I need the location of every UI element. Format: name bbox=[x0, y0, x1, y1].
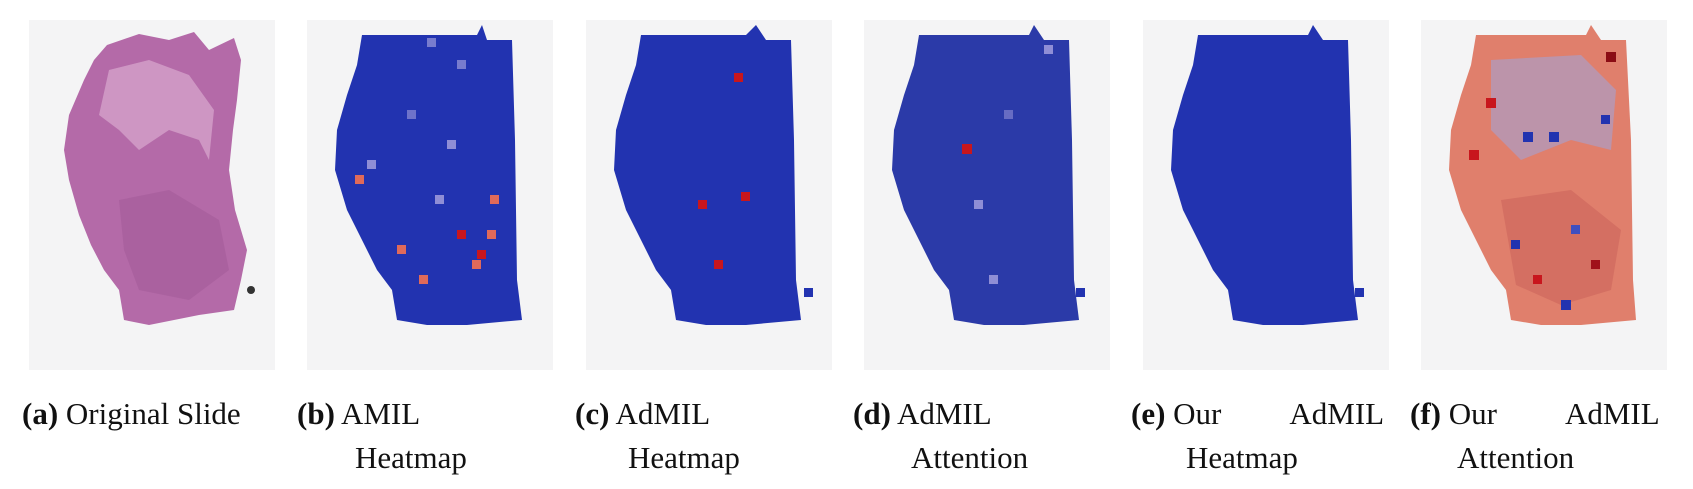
caption-text: Heatmap bbox=[628, 440, 740, 475]
caption-text: Original Slide bbox=[65, 396, 241, 431]
caption-tag: (a) bbox=[22, 396, 59, 431]
caption-text: Heatmap bbox=[1186, 440, 1298, 475]
panel-our-admil-attention bbox=[1421, 20, 1667, 370]
caption-tag: (f) bbox=[1410, 396, 1441, 431]
panel-amil-heatmap bbox=[307, 20, 553, 370]
caption-d: (d) AdMIL Attention bbox=[853, 392, 1028, 480]
caption-text: AdMIL bbox=[615, 396, 711, 431]
panel-admil-attention bbox=[864, 20, 1110, 370]
caption-e: (e) Our AdMIL Heatmap bbox=[1131, 392, 1384, 480]
caption-text: Attention bbox=[1457, 440, 1575, 475]
caption-tag: (d) bbox=[853, 396, 891, 431]
caption-text: AMIL bbox=[340, 396, 421, 431]
caption-tag: (e) bbox=[1131, 396, 1166, 431]
caption-text: Attention bbox=[911, 440, 1029, 475]
caption-b: (b) AMIL Heatmap bbox=[297, 392, 467, 480]
slide-image bbox=[64, 32, 255, 325]
caption-text: Our AdMIL bbox=[1173, 396, 1385, 431]
panel-original-slide bbox=[29, 20, 275, 370]
caption-text: Heatmap bbox=[355, 440, 467, 475]
panel-our-admil-heatmap bbox=[1143, 20, 1389, 370]
caption-tag: (b) bbox=[297, 396, 335, 431]
caption-text: AdMIL bbox=[896, 396, 992, 431]
heatmap-image bbox=[1171, 25, 1364, 325]
caption-tag: (c) bbox=[575, 396, 610, 431]
caption-f: (f) Our AdMIL Attention bbox=[1410, 392, 1660, 480]
caption-a: (a) Original Slide bbox=[22, 392, 241, 436]
caption-text: Our AdMIL bbox=[1448, 396, 1660, 431]
heatmap-image bbox=[892, 25, 1085, 325]
caption-c: (c) AdMIL Heatmap bbox=[575, 392, 740, 480]
attention-image bbox=[1449, 25, 1636, 325]
panel-admil-heatmap bbox=[586, 20, 832, 370]
heatmap-image bbox=[335, 25, 522, 325]
heatmap-image bbox=[614, 25, 813, 325]
